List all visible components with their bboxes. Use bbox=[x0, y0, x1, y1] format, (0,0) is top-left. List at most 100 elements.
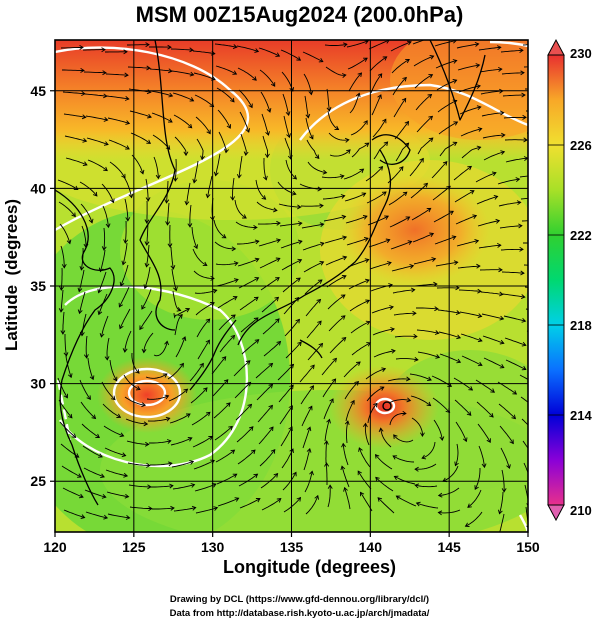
streamline bbox=[62, 91, 85, 95]
streamline-arrowhead bbox=[327, 484, 333, 489]
streamline bbox=[84, 489, 106, 498]
streamline bbox=[477, 220, 500, 227]
streamline bbox=[237, 258, 259, 267]
streamline-arrowhead bbox=[362, 422, 368, 428]
streamline bbox=[124, 198, 129, 221]
streamline-arrowhead bbox=[340, 194, 346, 199]
streamline-arrowhead bbox=[342, 255, 348, 261]
streamline bbox=[416, 307, 439, 310]
streamline bbox=[413, 258, 436, 265]
streamline-arrowhead bbox=[476, 105, 482, 111]
streamline bbox=[387, 378, 410, 382]
x-tick-label: 120 bbox=[43, 539, 67, 555]
streamline bbox=[435, 60, 457, 69]
streamline-arrowhead bbox=[270, 449, 276, 454]
streamline-arrowhead bbox=[63, 352, 69, 357]
streamline bbox=[499, 225, 522, 229]
streamline-arrowhead bbox=[477, 361, 483, 367]
streamline-arrowhead bbox=[344, 137, 350, 143]
streamline-arrowhead bbox=[477, 337, 483, 343]
streamline-arrowhead bbox=[83, 354, 89, 359]
y-tick-label: 25 bbox=[30, 473, 46, 489]
streamline-arrowhead bbox=[350, 399, 355, 405]
streamline bbox=[521, 220, 528, 222]
streamline bbox=[192, 50, 215, 55]
streamline bbox=[302, 242, 325, 251]
streamline-arrowhead bbox=[344, 420, 350, 426]
streamline bbox=[124, 330, 132, 353]
streamline bbox=[98, 293, 108, 315]
streamline bbox=[259, 257, 281, 269]
streamline bbox=[84, 93, 107, 97]
streamline-arrowhead bbox=[250, 449, 256, 455]
streamline bbox=[172, 92, 194, 102]
streamline-arrowhead bbox=[452, 79, 458, 84]
streamline bbox=[279, 405, 293, 425]
streamline bbox=[375, 454, 393, 470]
streamline-arrowhead bbox=[168, 92, 174, 98]
streamline-arrowhead bbox=[357, 72, 363, 77]
streamline-arrowhead bbox=[377, 73, 383, 78]
streamline-arrowhead bbox=[261, 195, 267, 200]
streamline bbox=[499, 491, 504, 514]
streamline-arrowhead bbox=[187, 123, 193, 129]
streamline-arrowhead bbox=[123, 49, 128, 55]
streamline-arrowhead bbox=[413, 333, 418, 339]
streamline-arrowhead bbox=[232, 296, 238, 301]
streamline-arrowhead bbox=[147, 484, 152, 490]
streamline bbox=[59, 223, 71, 244]
streamline bbox=[457, 265, 480, 269]
streamline bbox=[109, 161, 126, 179]
streamline bbox=[301, 223, 324, 229]
streamline-arrowhead bbox=[165, 416, 171, 422]
streamline bbox=[240, 133, 247, 156]
streamline bbox=[410, 183, 428, 199]
streamline bbox=[151, 485, 173, 488]
streamline bbox=[232, 177, 235, 200]
contour-line bbox=[127, 379, 167, 407]
streamline bbox=[82, 445, 103, 458]
y-tick-label: 30 bbox=[30, 376, 46, 392]
streamline-arrowhead bbox=[191, 505, 197, 511]
streamline bbox=[327, 110, 339, 130]
streamline-arrowhead bbox=[233, 261, 239, 267]
streamline-arrowhead bbox=[521, 341, 527, 347]
streamline bbox=[500, 447, 510, 469]
streamline-arrowhead bbox=[363, 120, 368, 125]
streamline-arrowhead bbox=[125, 120, 131, 125]
streamline bbox=[305, 299, 321, 317]
streamline-arrowhead bbox=[375, 476, 380, 482]
streamline bbox=[323, 398, 334, 420]
streamline-arrowhead bbox=[419, 157, 424, 163]
streamline-arrowhead bbox=[103, 141, 109, 146]
streamline-arrowhead bbox=[378, 165, 384, 171]
streamline-arrowhead bbox=[116, 413, 122, 418]
streamline-arrowhead bbox=[357, 470, 362, 476]
streamline bbox=[285, 341, 302, 359]
streamline bbox=[233, 360, 251, 377]
streamline-arrowhead bbox=[205, 339, 210, 345]
streamline-arrowhead bbox=[451, 235, 457, 240]
streamline bbox=[173, 308, 190, 319]
streamline bbox=[107, 117, 130, 124]
streamline-arrowhead bbox=[377, 497, 383, 502]
streamline-arrowhead bbox=[275, 277, 280, 282]
streamline bbox=[437, 100, 457, 113]
streamline bbox=[345, 400, 355, 422]
streamline bbox=[193, 270, 214, 279]
streamline-arrowhead bbox=[405, 216, 411, 221]
streamline-arrowhead bbox=[306, 426, 312, 432]
streamline-arrowhead bbox=[535, 407, 539, 411]
streamline bbox=[105, 73, 129, 76]
streamline bbox=[346, 421, 349, 444]
streamline bbox=[411, 208, 431, 221]
streamline-arrowhead bbox=[296, 56, 302, 61]
streamline-arrowhead bbox=[364, 237, 369, 242]
streamline-arrowhead bbox=[437, 492, 443, 498]
streamline-arrowhead bbox=[146, 65, 151, 71]
streamline bbox=[409, 373, 432, 381]
streamline-arrowhead bbox=[324, 462, 330, 467]
streamline-arrowhead bbox=[373, 402, 378, 408]
streamline bbox=[106, 491, 129, 498]
streamline-arrowhead bbox=[121, 260, 127, 266]
